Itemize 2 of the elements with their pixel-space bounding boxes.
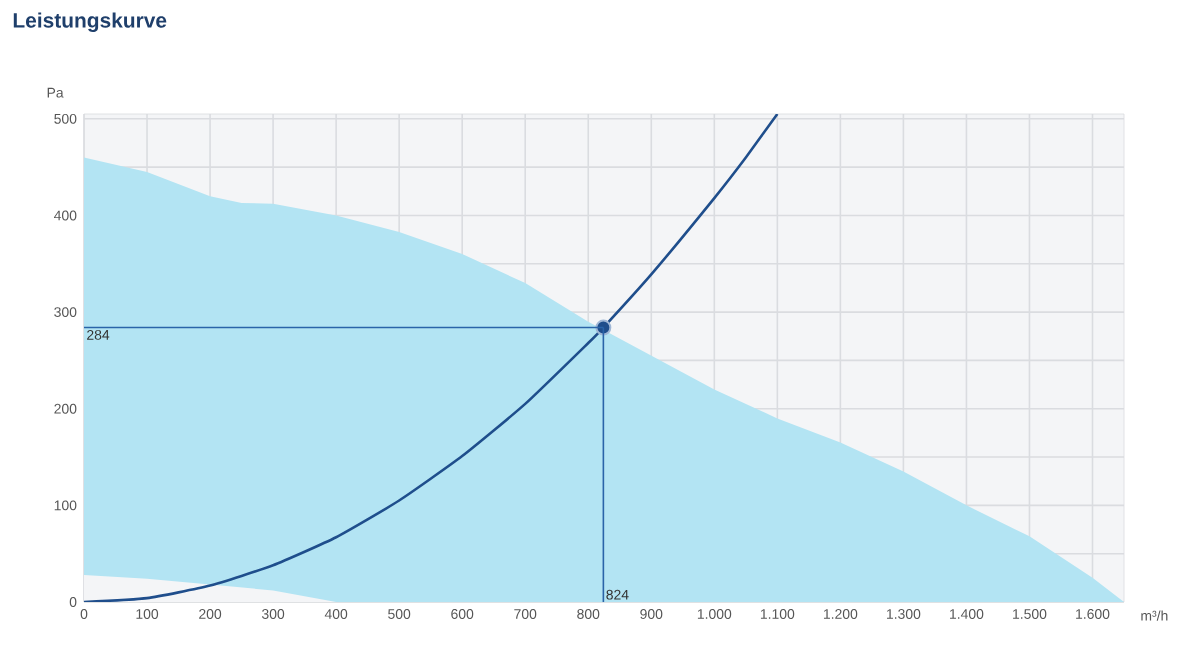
line-series [84,113,779,602]
chart-title: Leistungskurve [13,12,167,32]
